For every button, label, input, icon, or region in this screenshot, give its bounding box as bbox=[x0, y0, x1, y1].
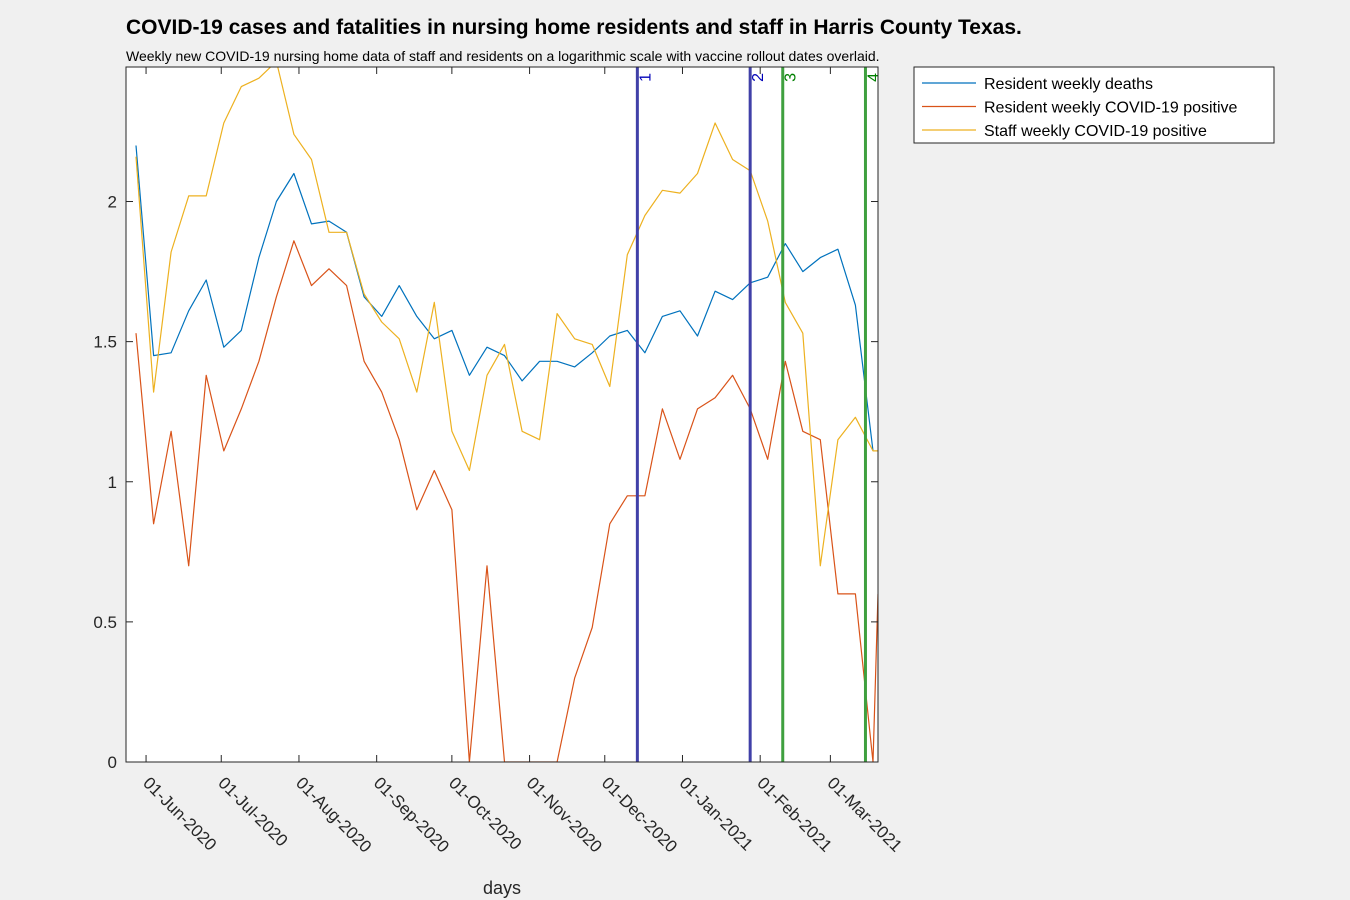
vaccine-line-label-2: 2 bbox=[750, 73, 767, 82]
x-tick-label: 01-Jan-2021 bbox=[676, 773, 757, 854]
x-tick-label: 01-Oct-2020 bbox=[445, 773, 525, 853]
x-axis-label: days bbox=[483, 878, 521, 898]
legend-entry-3: Staff weekly COVID-19 positive bbox=[984, 123, 1207, 140]
y-tick-label: 0.5 bbox=[93, 613, 117, 632]
chart-subtitle: Weekly new COVID-19 nursing home data of… bbox=[126, 48, 880, 64]
plot-border bbox=[125, 66, 879, 763]
x-tick-label: 01-Nov-2020 bbox=[523, 773, 606, 856]
vaccine-line-label-1: 1 bbox=[637, 73, 654, 82]
x-tick-label: 01-Jun-2020 bbox=[139, 773, 220, 854]
y-tick-label: 1.5 bbox=[93, 333, 117, 352]
y-axis: 0 0.5 1 1.5 2 bbox=[93, 193, 878, 772]
vaccine-line-label-4: 4 bbox=[866, 73, 883, 82]
y-tick-label: 1 bbox=[108, 473, 117, 492]
y-tick-label: 0 bbox=[108, 753, 117, 772]
x-tick-label: 01-Aug-2020 bbox=[292, 773, 375, 856]
legend-entry-2: Resident weekly COVID-19 positive bbox=[984, 100, 1238, 117]
series-line-3 bbox=[135, 67, 878, 567]
legend-entry-1: Resident weekly deaths bbox=[984, 76, 1153, 93]
vaccine-line-label-3: 3 bbox=[783, 73, 800, 82]
x-tick-label: 01-Jul-2020 bbox=[214, 773, 291, 850]
plot-content: 1 2 3 4 bbox=[135, 67, 883, 762]
chart-title: COVID-19 cases and fatalities in nursing… bbox=[126, 16, 1022, 39]
x-tick-label: 01-Mar-2021 bbox=[824, 773, 906, 855]
x-tick-label: 01-Sep-2020 bbox=[370, 773, 453, 856]
legend: Resident weekly deaths Resident weekly CO… bbox=[913, 66, 1275, 144]
y-tick-label: 2 bbox=[108, 193, 117, 212]
series-line-2 bbox=[135, 240, 878, 762]
x-tick-label: 01-Dec-2020 bbox=[598, 773, 681, 856]
